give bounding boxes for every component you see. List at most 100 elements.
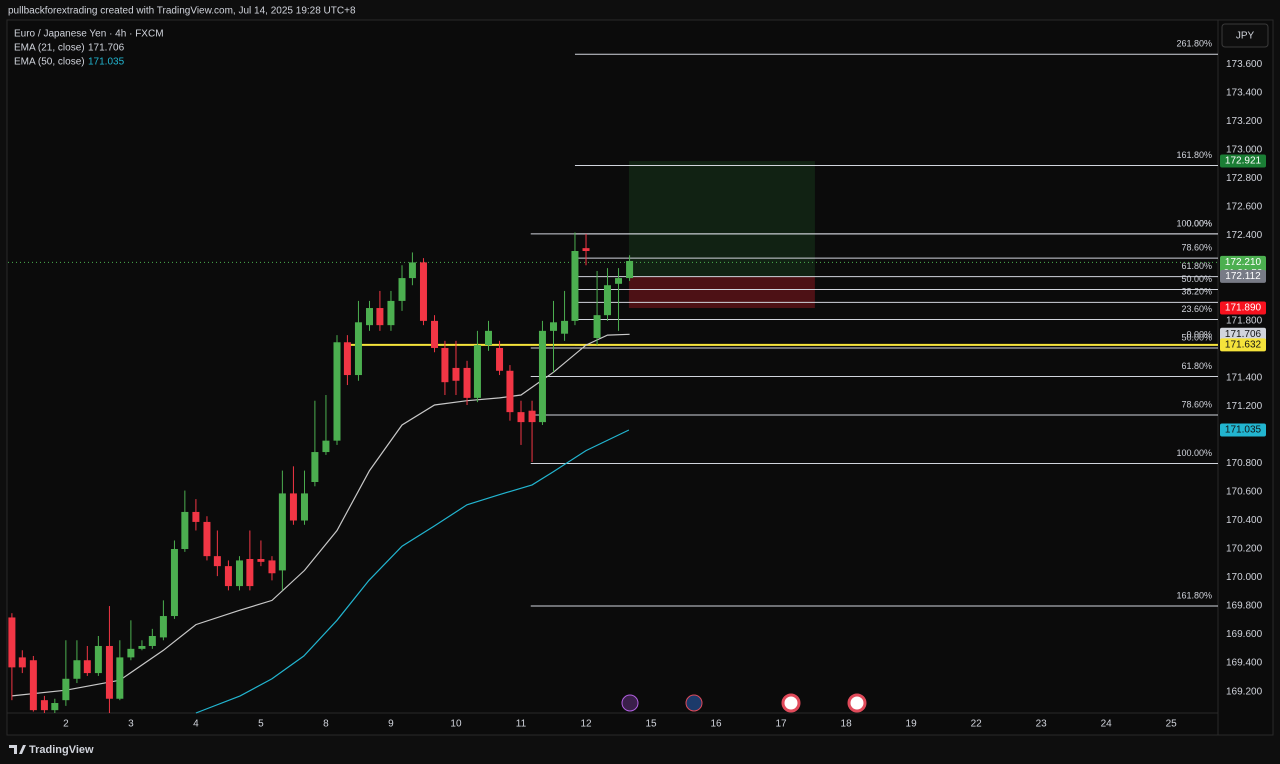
price-tag-label: 172.112 (1225, 271, 1261, 282)
fib-label: 0.00% (1186, 329, 1212, 339)
y-tick-label: 170.400 (1226, 515, 1263, 526)
fib-label: 100.00% (1176, 218, 1212, 228)
legend-value: 171.706 (88, 43, 125, 54)
candle-body (159, 616, 167, 638)
y-tick-label: 170.800 (1226, 458, 1263, 469)
fib-label: 61.80% (1181, 261, 1212, 271)
brand: TradingView (29, 744, 94, 756)
x-tick-label: 24 (1101, 719, 1113, 730)
y-tick-label: 170.600 (1226, 487, 1263, 498)
candle-body (257, 559, 265, 562)
price-tag (1220, 301, 1266, 315)
candle-body (571, 251, 579, 321)
candle-body (333, 342, 341, 441)
candle-body (561, 320, 569, 334)
x-tick-label: 5 (258, 719, 264, 730)
candle-body (517, 412, 525, 423)
x-tick-label: 16 (710, 719, 722, 730)
candle-body (343, 342, 351, 376)
credit: pullbackforextrading created with Tradin… (8, 6, 356, 17)
fib-label: 0.00% (1186, 218, 1212, 228)
fib-label: 61.80% (1181, 361, 1212, 371)
candle-body (473, 345, 481, 398)
x-tick-label: 23 (1036, 719, 1048, 730)
event-icon[interactable] (685, 694, 703, 712)
legend-value: 171.035 (88, 57, 125, 68)
candle-body (366, 308, 374, 326)
candle-body (311, 452, 319, 482)
y-tick-label: 172.400 (1226, 230, 1263, 241)
event-icon[interactable] (781, 693, 801, 713)
y-tick-label: 173.600 (1226, 59, 1263, 70)
y-tick-label: 171.800 (1226, 316, 1263, 327)
candle-body (246, 559, 254, 587)
fib-label: 161.80% (1176, 150, 1212, 160)
y-tick-label: 173.000 (1226, 144, 1263, 155)
candle-body (235, 560, 243, 587)
candle-body (550, 322, 558, 331)
x-tick-label: 3 (128, 719, 134, 730)
fib-label: 23.60% (1181, 304, 1212, 314)
candle-body (73, 660, 81, 679)
x-tick-label: 15 (645, 719, 657, 730)
fib-label: 38.20% (1181, 287, 1212, 297)
candle-body (300, 493, 308, 521)
event-icons (621, 693, 867, 713)
candle-body (94, 645, 102, 674)
x-tick-label: 10 (450, 719, 462, 730)
x-tick-label: 9 (388, 719, 394, 730)
candle-body (181, 511, 189, 550)
candle-body (170, 549, 178, 617)
candle-body (278, 493, 286, 571)
currency[interactable]: JPY (1236, 31, 1255, 42)
ema-line (195, 429, 630, 714)
candle-body (289, 493, 297, 521)
candle-body (18, 657, 26, 668)
price-tag-label: 171.706 (1225, 329, 1262, 340)
brand-logo (9, 745, 26, 754)
fib-label: 50.00% (1181, 332, 1212, 342)
y-tick-label: 172.600 (1226, 201, 1263, 212)
candle-body (322, 440, 330, 453)
currency-box[interactable] (1221, 23, 1269, 48)
candle-body (116, 657, 124, 699)
candle-body (29, 660, 37, 711)
fib-label: 78.60% (1181, 399, 1212, 409)
y-tick-label: 169.600 (1226, 629, 1263, 640)
candle-body (398, 278, 406, 301)
y-tick-label: 173.200 (1226, 116, 1263, 127)
price-tag (1220, 154, 1266, 168)
event-icon[interactable] (621, 694, 639, 712)
x-tick-label: 12 (580, 719, 592, 730)
event-icon[interactable] (847, 693, 867, 713)
candle-body (387, 300, 395, 326)
candle-body (603, 285, 611, 316)
candle-body (83, 660, 91, 674)
candle-body (213, 556, 221, 567)
chart-panel (6, 19, 1274, 736)
candle-body (105, 645, 113, 699)
x-tick-label: 22 (971, 719, 983, 730)
price-tag-label: 171.890 (1225, 303, 1262, 314)
x-tick-label: 11 (516, 719, 527, 730)
price-tag (1220, 269, 1266, 283)
candle-body (224, 566, 232, 587)
chart-title: Euro / Japanese Yen · 4h · FXCM (14, 29, 164, 40)
y-tick-label: 169.400 (1226, 658, 1263, 669)
y-tick-label: 169.800 (1226, 601, 1263, 612)
x-tick-label: 19 (906, 719, 918, 730)
candle-body (441, 347, 449, 383)
price-tag (1220, 327, 1266, 341)
fib-label: 50.00% (1181, 274, 1212, 284)
price-tag-label: 171.035 (1225, 425, 1262, 436)
fib-label: 100.00% (1176, 448, 1212, 458)
candle-body (148, 636, 156, 646)
candle-body (268, 560, 276, 574)
candle-body (8, 617, 16, 668)
candle-body (192, 511, 200, 522)
price-tag-label: 172.921 (1225, 156, 1262, 167)
plot: 261.80% 161.80% 100.00% 78.60% 61.80% 50.00% 3… (8, 39, 1218, 714)
y-tick-label: 170.200 (1226, 544, 1263, 555)
y-tick-label: 169.200 (1226, 686, 1263, 697)
candle-body (419, 262, 427, 321)
